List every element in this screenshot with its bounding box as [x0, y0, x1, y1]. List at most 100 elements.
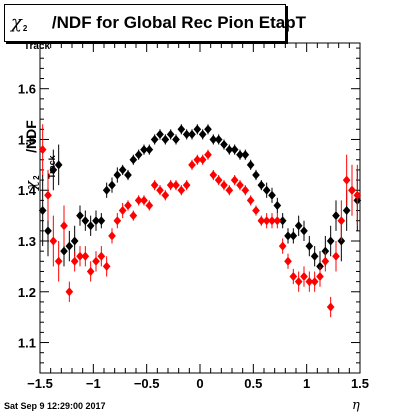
data-point — [124, 169, 132, 181]
data-point — [38, 175, 47, 247]
y-tick-label: 1.5 — [18, 132, 36, 147]
point-marker — [38, 145, 47, 155]
data-point — [300, 220, 308, 241]
point-marker — [342, 206, 351, 216]
point-marker — [257, 180, 266, 190]
data-point — [113, 167, 122, 183]
point-marker — [326, 236, 335, 246]
data-point — [348, 164, 356, 216]
point-marker — [145, 145, 154, 155]
x-tick-label: 1.5 — [351, 376, 369, 391]
point-marker — [49, 165, 58, 175]
point-marker — [124, 170, 132, 180]
point-marker — [172, 134, 180, 144]
point-marker — [177, 124, 186, 134]
datestamp: Sat Sep 9 12:29:00 2017 — [4, 401, 106, 411]
data-point — [225, 144, 234, 155]
data-point — [97, 213, 106, 229]
data-point — [166, 129, 175, 140]
data-point — [108, 177, 116, 193]
point-marker — [214, 175, 223, 185]
data-point — [118, 164, 127, 175]
data-point — [262, 182, 271, 198]
point-marker — [225, 145, 234, 155]
data-point — [305, 235, 314, 257]
point-marker — [353, 190, 362, 200]
point-marker — [278, 216, 287, 226]
point-marker — [70, 256, 79, 266]
data-point — [300, 266, 308, 287]
data-point — [257, 215, 266, 226]
point-marker — [76, 251, 84, 261]
point-marker — [97, 216, 106, 226]
point-marker — [70, 236, 79, 246]
point-marker — [102, 185, 111, 195]
data-point — [113, 213, 122, 229]
point-marker — [268, 190, 276, 200]
data-point — [177, 124, 186, 135]
point-marker — [294, 221, 303, 231]
point-marker — [252, 206, 260, 216]
point-marker — [305, 277, 314, 287]
point-marker — [284, 231, 292, 241]
data-point — [134, 195, 143, 206]
point-marker — [60, 246, 68, 256]
point-marker — [204, 124, 212, 134]
point-marker — [310, 251, 319, 261]
data-point — [49, 215, 58, 267]
point-marker — [60, 221, 68, 231]
point-marker — [124, 200, 132, 210]
title-sup: 2 — [22, 24, 28, 33]
data-point — [252, 205, 260, 216]
point-marker — [225, 185, 234, 195]
data-point — [81, 210, 90, 231]
x-tick-label: −1.5 — [27, 376, 53, 391]
data-point — [209, 134, 218, 145]
point-marker — [220, 180, 228, 190]
point-marker — [134, 195, 143, 205]
point-marker — [252, 170, 260, 180]
point-marker — [156, 129, 164, 139]
point-marker — [97, 251, 106, 261]
data-point — [273, 197, 282, 214]
point-marker — [86, 221, 95, 231]
point-marker — [86, 266, 95, 276]
data-point — [268, 213, 276, 229]
data-point — [294, 215, 303, 236]
series-1 — [38, 124, 362, 282]
data-point — [81, 246, 90, 267]
point-marker — [65, 287, 74, 297]
data-point — [166, 180, 175, 191]
data-point — [92, 251, 100, 272]
data-point — [156, 185, 164, 196]
data-point — [198, 129, 207, 140]
data-point — [316, 266, 324, 287]
data-point — [54, 241, 63, 282]
y-tick-label: 1.6 — [18, 82, 36, 97]
point-marker — [273, 216, 282, 226]
point-marker — [246, 195, 255, 205]
title-rest: /NDF for Global Rec Pion EtapT — [51, 13, 306, 32]
point-marker — [278, 241, 287, 251]
point-marker — [236, 150, 244, 160]
data-point — [156, 129, 164, 140]
point-marker — [268, 216, 276, 226]
point-marker — [134, 150, 143, 160]
data-point — [262, 213, 271, 229]
plot-area-border — [39, 42, 361, 374]
point-marker — [44, 190, 52, 200]
point-marker — [140, 145, 148, 155]
data-point — [65, 281, 74, 302]
point-marker — [156, 185, 164, 195]
point-marker — [230, 175, 239, 185]
point-marker — [188, 129, 196, 139]
data-point — [161, 134, 170, 145]
point-marker — [188, 160, 196, 170]
point-marker — [246, 160, 255, 170]
axes: −1.5 −1 −0.5 0 0.5 1 1.5 1.1 1.2 1.3 1.4 1.5 1.6 — [18, 43, 369, 391]
data-point — [214, 175, 223, 186]
point-marker — [44, 226, 52, 236]
point-marker — [257, 216, 266, 226]
data-point — [134, 149, 143, 160]
point-marker — [108, 231, 116, 241]
